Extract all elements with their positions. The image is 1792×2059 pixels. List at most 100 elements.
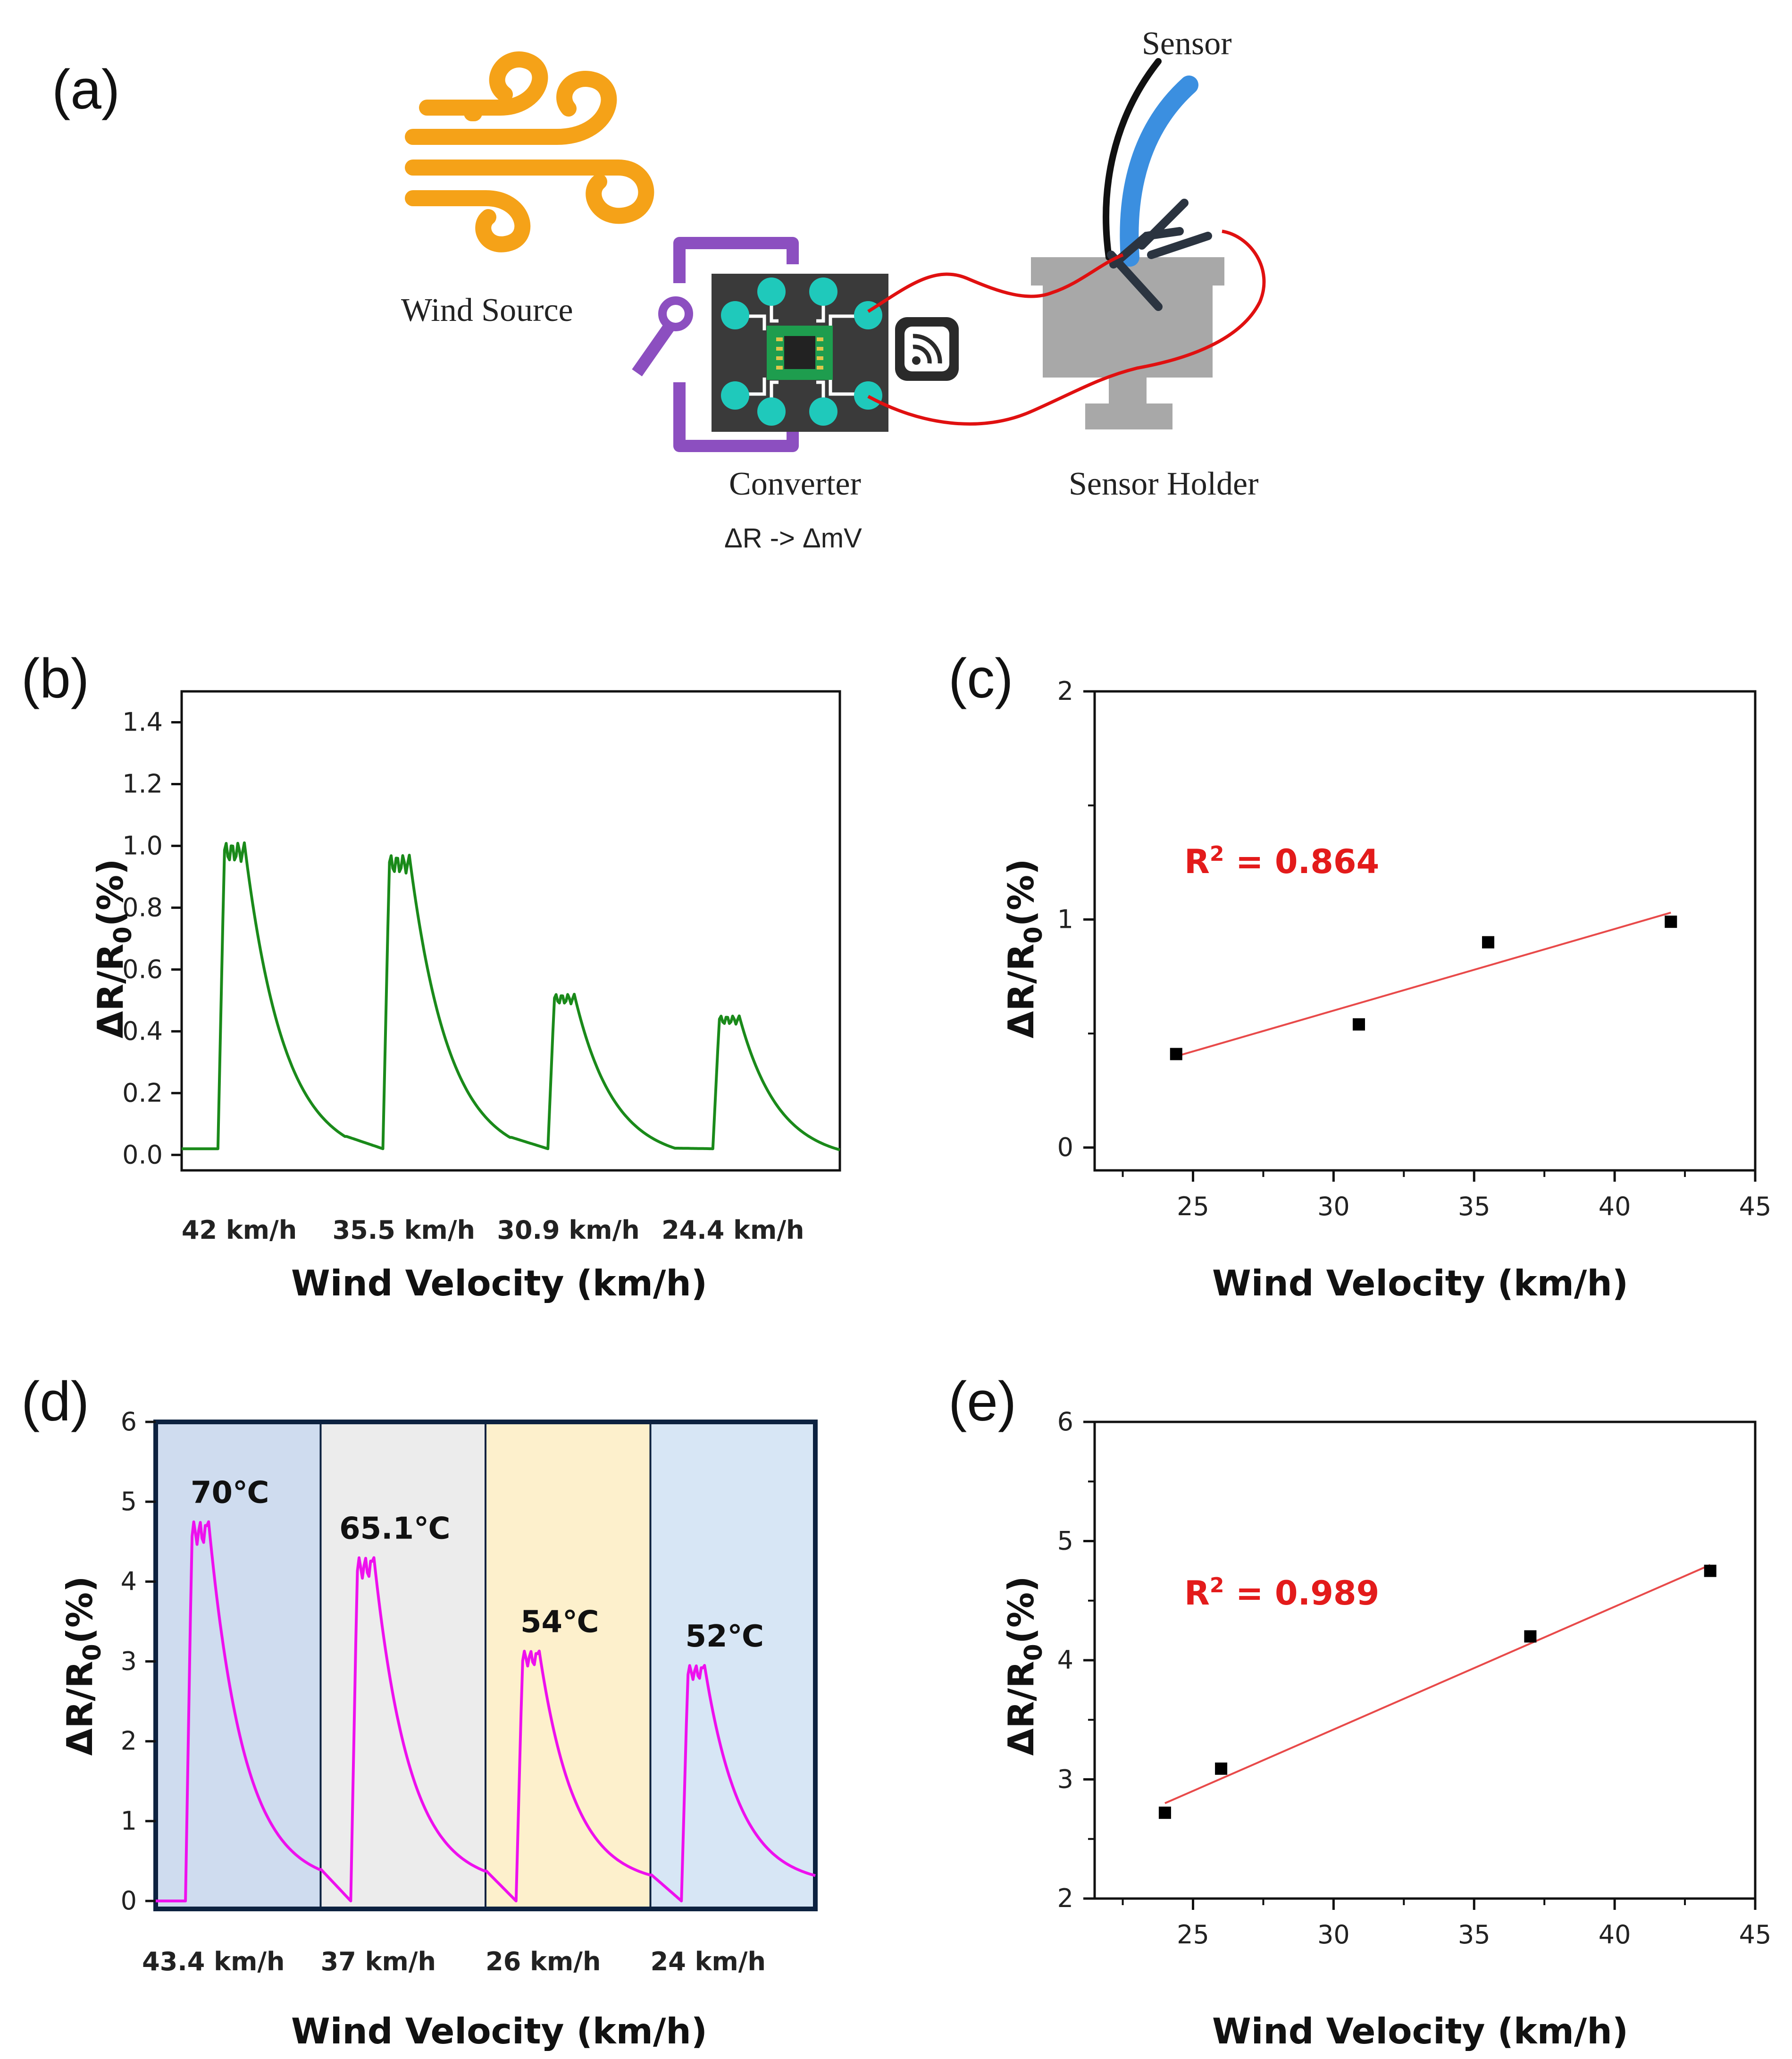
data-point [1170,1048,1182,1060]
wind-icon [405,51,654,252]
y-tick-label: 2 [1057,676,1073,706]
y-tick-label: 0.6 [122,954,163,984]
r2-annotation-e: R2 = 0.989 [1184,1573,1379,1613]
chart-b: 0.0 0.2 0.4 0.6 0.8 1.0 1.2 1.4 42 km/h 35.5 km/… [90,690,841,1304]
category-labels-b: 42 km/h 35.5 km/h 30.9 km/h 24.4 km/h [182,1215,804,1245]
y-ticks-d: 0 1 2 3 4 5 6 [121,1407,156,1916]
temperature-region [156,1422,321,1909]
y-axis-label-b: ΔR/R0(%) [90,859,137,1039]
temperature-regions-d [156,1422,815,1909]
y-tick-label: 0 [1057,1133,1073,1162]
y-tick-label: 1 [1057,904,1073,934]
y-tick-label: 0.2 [122,1078,163,1108]
y-tick-label: 4 [1057,1645,1073,1675]
y-ticks-b: 0.0 0.2 0.4 0.6 0.8 1.0 1.2 1.4 [122,707,182,1169]
converter-label: Converter [729,466,861,502]
data-point [1158,1807,1171,1819]
y-tick-label: 6 [1057,1407,1073,1437]
data-point [1215,1762,1228,1775]
wind-source-label: Wind Source [401,292,573,328]
data-point [1482,936,1495,949]
category-label: 26 km/h [486,1947,601,1976]
y-tick-label: 6 [121,1407,137,1437]
y-tick-label: 1.2 [122,769,163,798]
y-tick-label: 3 [1057,1765,1073,1794]
x-axis-label-b: Wind Velocity (km/h) [291,1262,707,1304]
data-point [1524,1630,1537,1643]
y-tick-label: 1.0 [122,831,163,860]
temperature-region [486,1422,651,1909]
bent-sensor-icon [1103,58,1212,311]
y-tick-label: 5 [1057,1526,1073,1556]
x-axis-label-d: Wind Velocity (km/h) [291,2010,707,2052]
data-point [1665,916,1677,928]
plot-frame-b [180,690,841,1172]
panel-label-b: (b) [21,647,89,710]
category-label: 43.4 km/h [142,1947,285,1976]
sensor-label: Sensor [1142,25,1232,62]
r2-annotation-c: R2 = 0.864 [1184,842,1379,881]
x-tick-label: 25 [1177,1192,1209,1221]
y-axis-label-d: ΔR/R0(%) [59,1576,107,1756]
temperature-region [650,1422,815,1909]
category-label: 30.9 km/h [497,1215,639,1245]
chart-c: 25 30 35 40 45 0 1 2 R2 = 0.864 ΔR/R0(%) Wind V… [1000,676,1771,1304]
x-tick-label: 35 [1458,1920,1491,1950]
y-axis-label-e: ΔR/R0(%) [1000,1576,1048,1756]
y-tick-label: 5 [121,1487,137,1516]
category-label: 24.4 km/h [662,1215,804,1245]
category-labels-d: 43.4 km/h 37 km/h 26 km/h 24 km/h [142,1947,766,1976]
x-tick-label: 30 [1317,1920,1350,1950]
ticks-c: 25 30 35 40 45 0 1 2 [1057,676,1772,1221]
converter-frame [632,237,799,452]
y-tick-label: 0.8 [122,892,163,922]
y-tick-label: 4 [121,1566,137,1596]
fit-line-c [1176,911,1671,1058]
converter-note: ΔR -> ΔmV [724,523,862,554]
category-label: 42 km/h [182,1215,297,1245]
plot-frame-c [1093,690,1757,1172]
points-e [1158,1564,1717,1819]
x-tick-label: 40 [1599,1192,1631,1221]
x-tick-label: 45 [1739,1192,1772,1221]
x-axis-label-e: Wind Velocity (km/h) [1212,2010,1628,2052]
panel-a: (a) Wind Source [52,25,1266,554]
chart-d: 0 1 2 3 4 5 6 43.4 km/h 37 km/h 26 km/h 24 km/h 7… [59,1407,818,2052]
svg-text:ΔR/R0(%): ΔR/R0(%) [90,859,137,1039]
panel-label-d: (d) [21,1370,89,1433]
y-tick-label: 2 [1057,1883,1073,1913]
points-c [1170,916,1677,1060]
temperature-region [320,1422,486,1909]
panel-label-c: (c) [948,647,1013,710]
x-tick-label: 25 [1177,1920,1209,1950]
x-tick-label: 40 [1599,1920,1631,1950]
x-axis-label-c: Wind Velocity (km/h) [1212,1262,1628,1304]
y-tick-label: 3 [121,1647,137,1676]
sensor-holder-label: Sensor Holder [1069,466,1258,502]
x-tick-label: 30 [1317,1192,1350,1221]
temperature-labels-d: 70℃ 65.1℃ 54℃ 52℃ [191,1475,764,1654]
chip-icon [712,274,888,432]
y-tick-label: 1.4 [122,707,163,737]
y-tick-label: 0.4 [122,1016,163,1046]
temperature-label: 65.1℃ [339,1512,450,1546]
wire-lines [867,229,1266,426]
category-label: 35.5 km/h [333,1215,475,1245]
y-tick-label: 0.0 [122,1140,163,1169]
temperature-label: 70℃ [191,1475,269,1510]
holder-icon [1031,257,1224,429]
wireless-icon [895,317,959,381]
temperature-label: 52℃ [685,1619,764,1654]
series-line-d [156,1520,816,1903]
panel-label-a: (a) [52,59,120,121]
plot-frame-e [1093,1420,1757,1900]
temperature-label: 54℃ [520,1605,599,1640]
y-axis-label-c: ΔR/R0(%) [1000,859,1048,1039]
category-label: 37 km/h [321,1947,436,1976]
switch-pivot-icon [658,296,693,331]
fit-line-e [1164,1564,1711,1804]
series-line-b [182,841,840,1151]
